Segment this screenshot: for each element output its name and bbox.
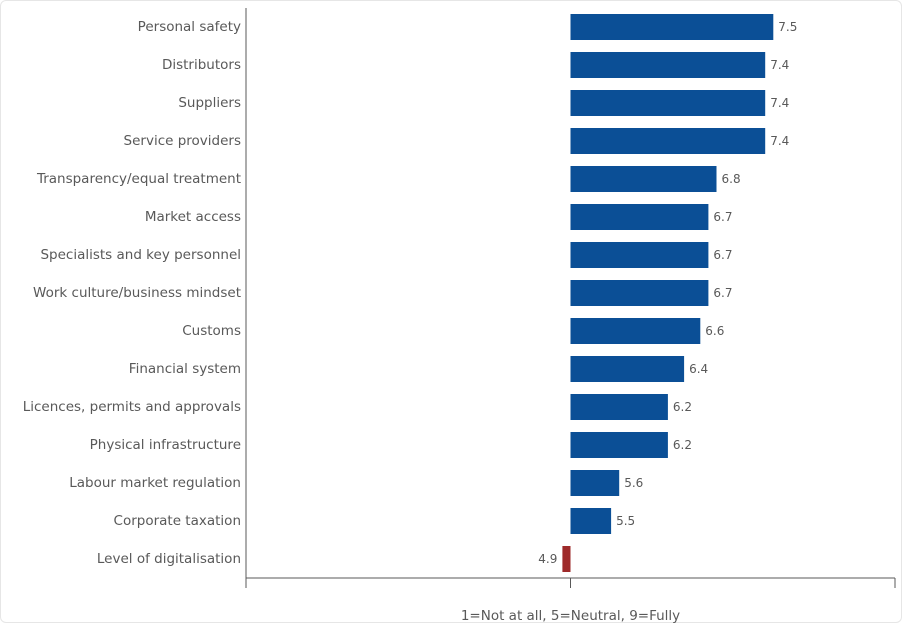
category-label: Physical infrastructure xyxy=(90,437,241,453)
value-label: 5.5 xyxy=(616,514,635,528)
bar xyxy=(570,204,709,230)
category-label: Labour market regulation xyxy=(69,475,241,491)
value-labels: 7.5 7.4 7.4 7.4 6.8 6.7 6.7 6.7 6.6 6.4 6.2 6.2 5.6 5… xyxy=(538,20,797,566)
value-label: 6.2 xyxy=(673,438,692,452)
x-axis-ticks xyxy=(245,578,896,588)
category-label: Licences, permits and approvals xyxy=(23,399,241,415)
bar xyxy=(570,508,612,534)
category-label: Transparency/equal treatment xyxy=(36,171,241,187)
category-label: Customs xyxy=(182,323,241,339)
bar xyxy=(570,166,717,192)
value-label: 7.4 xyxy=(770,58,789,72)
category-label: Work culture/business mindset xyxy=(33,285,241,301)
value-label: 6.7 xyxy=(713,210,732,224)
bar xyxy=(562,546,571,572)
value-label: 6.7 xyxy=(713,286,732,300)
bar xyxy=(570,394,668,420)
bar xyxy=(570,14,774,40)
bar xyxy=(570,356,685,382)
bar xyxy=(570,242,709,268)
category-labels: Personal safety Distributors Suppliers Serv… xyxy=(23,19,241,567)
category-label: Market access xyxy=(145,209,241,225)
bar xyxy=(570,432,668,458)
category-label: Personal safety xyxy=(138,19,241,35)
bar xyxy=(570,318,701,344)
bar xyxy=(570,90,766,116)
category-label: Corporate taxation xyxy=(114,513,241,529)
category-label: Service providers xyxy=(124,133,241,149)
category-label: Distributors xyxy=(162,57,241,73)
value-label: 6.7 xyxy=(713,248,732,262)
bar xyxy=(570,52,766,78)
value-label: 7.4 xyxy=(770,96,789,110)
value-label: 6.2 xyxy=(673,400,692,414)
category-label: Level of digitalisation xyxy=(97,551,241,567)
value-label: 6.6 xyxy=(705,324,724,338)
category-label: Financial system xyxy=(129,361,241,377)
value-label: 5.6 xyxy=(624,476,643,490)
value-label: 6.4 xyxy=(689,362,708,376)
value-label: 6.8 xyxy=(722,172,741,186)
bar xyxy=(570,128,766,154)
category-label: Suppliers xyxy=(178,95,241,111)
category-label: Specialists and key personnel xyxy=(40,247,241,263)
bars xyxy=(562,14,774,572)
x-axis-title: 1=Not at all, 5=Neutral, 9=Fully xyxy=(461,608,680,624)
value-label: 4.9 xyxy=(538,552,557,566)
bar xyxy=(570,470,620,496)
bar xyxy=(570,280,709,306)
value-label: 7.5 xyxy=(778,20,797,34)
value-label: 7.4 xyxy=(770,134,789,148)
